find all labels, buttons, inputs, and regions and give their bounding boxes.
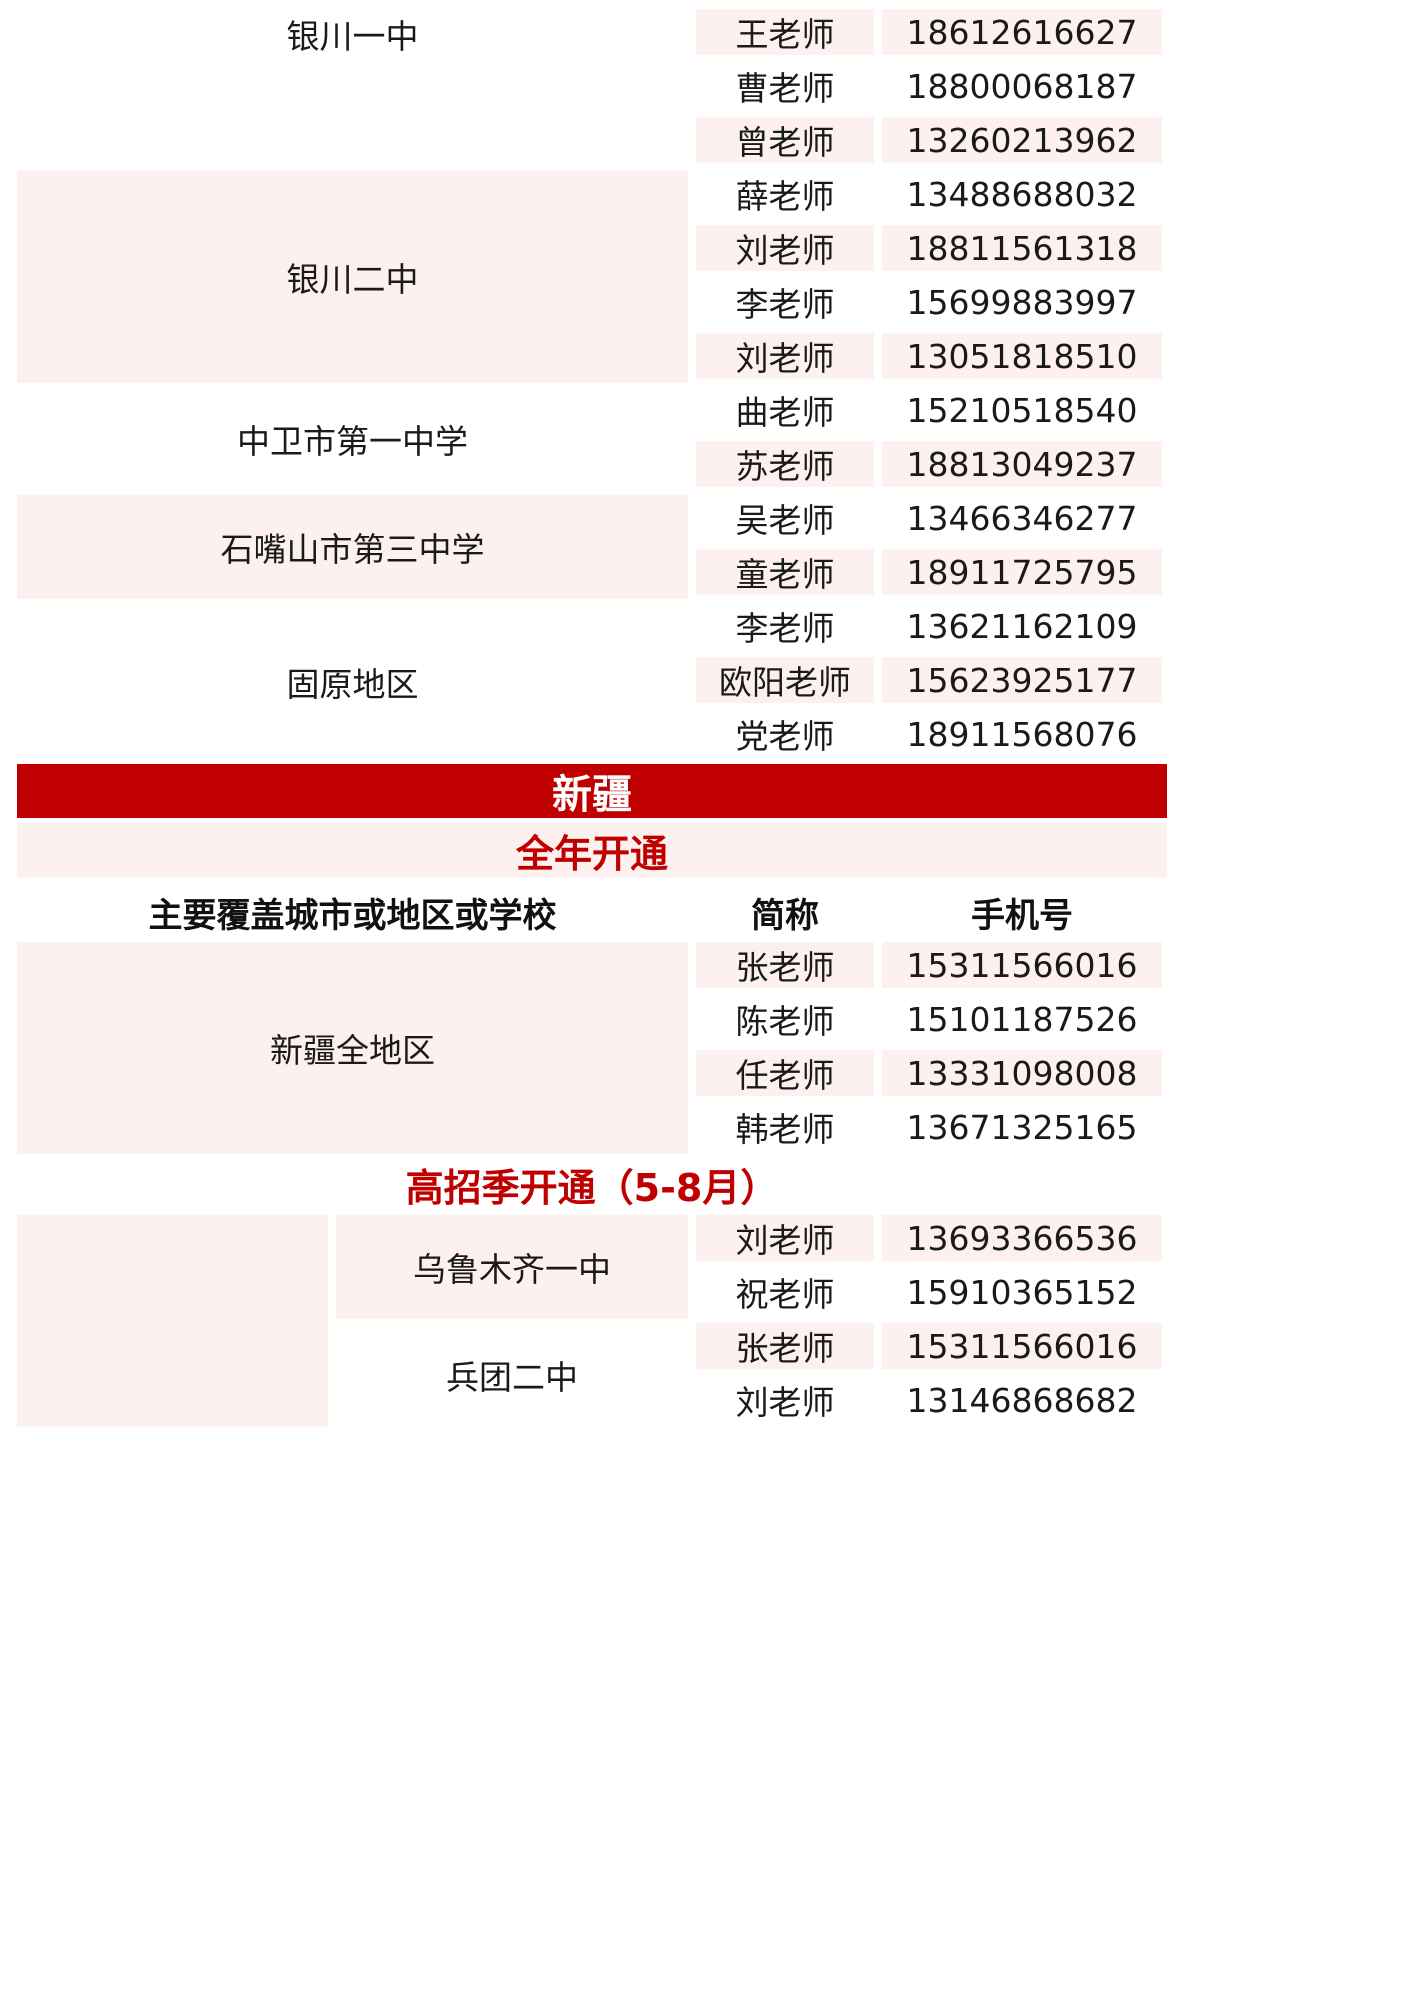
teacher-name-cell: 刘老师	[696, 225, 874, 271]
teacher-name-cell: 祝老师	[735, 1275, 835, 1314]
season-label: 高招季开通（5-8月）	[405, 1165, 779, 1210]
teacher-name-cell: 任老师	[696, 1050, 874, 1096]
phone-cell: 13693366536	[882, 1215, 1162, 1261]
phone-cell: 13621162109	[906, 606, 1138, 646]
teacher-name-cell: 张老师	[696, 1323, 874, 1369]
teacher-name-cell: 党老师	[735, 717, 835, 756]
year-round-label: 全年开通	[17, 823, 1167, 877]
teacher-name-cell: 刘老师	[696, 1215, 874, 1261]
phone-cell: 13466346277	[906, 498, 1138, 538]
region-title: 新疆	[17, 764, 1167, 818]
header-school: 主要覆盖城市或地区或学校	[148, 895, 557, 936]
teacher-name-cell: 韩老师	[735, 1110, 835, 1149]
school-cell: 乌鲁木齐一中	[336, 1215, 688, 1319]
phone-cell: 18811561318	[882, 225, 1162, 271]
teacher-name-cell: 李老师	[735, 609, 835, 648]
school-cell: 兵团二中	[446, 1358, 578, 1397]
teacher-name-cell: 陈老师	[735, 1002, 835, 1041]
school-cell: 石嘴山市第三中学	[17, 495, 688, 599]
teacher-name-cell: 苏老师	[696, 441, 874, 487]
teacher-name-cell: 张老师	[696, 942, 874, 988]
phone-cell: 18813049237	[882, 441, 1162, 487]
phone-cell: 15311566016	[882, 1323, 1162, 1369]
teacher-name-cell: 曾老师	[696, 117, 874, 163]
header-name: 简称	[751, 895, 819, 936]
phone-cell: 18612616627	[882, 9, 1162, 55]
phone-cell: 13671325165	[906, 1107, 1138, 1147]
phone-cell: 15210518540	[906, 390, 1138, 430]
phone-cell: 13146868682	[906, 1380, 1138, 1420]
phone-cell: 13260213962	[882, 117, 1162, 163]
phone-cell: 18800068187	[906, 66, 1138, 106]
region-blank-cell	[17, 1215, 328, 1427]
phone-cell: 15101187526	[906, 999, 1138, 1039]
phone-cell: 15623925177	[882, 657, 1162, 703]
phone-cell: 13488688032	[906, 174, 1138, 214]
teacher-name-cell: 李老师	[735, 285, 835, 324]
school-cell: 新疆全地区	[17, 942, 688, 1154]
teacher-name-cell: 童老师	[696, 549, 874, 595]
school-cell: 银川一中	[286, 17, 419, 56]
teacher-name-cell: 刘老师	[735, 1383, 835, 1422]
phone-cell: 13051818510	[882, 333, 1162, 379]
header-phone: 手机号	[971, 895, 1073, 936]
teacher-name-cell: 曹老师	[735, 69, 835, 108]
phone-cell: 15910365152	[906, 1272, 1138, 1312]
school-cell: 固原地区	[286, 665, 419, 704]
teacher-name-cell: 曲老师	[735, 393, 835, 432]
teacher-name-cell: 吴老师	[735, 501, 835, 540]
phone-cell: 15699883997	[906, 282, 1138, 322]
teacher-name-cell: 薛老师	[735, 177, 835, 216]
phone-cell: 15311566016	[882, 942, 1162, 988]
teacher-name-cell: 欧阳老师	[696, 657, 874, 703]
school-cell: 中卫市第一中学	[237, 422, 468, 461]
teacher-name-cell: 王老师	[696, 9, 874, 55]
phone-cell: 18911725795	[882, 549, 1162, 595]
phone-cell: 18911568076	[906, 714, 1138, 754]
phone-cell: 13331098008	[882, 1050, 1162, 1096]
school-cell: 银川二中	[17, 171, 688, 383]
teacher-name-cell: 刘老师	[696, 333, 874, 379]
